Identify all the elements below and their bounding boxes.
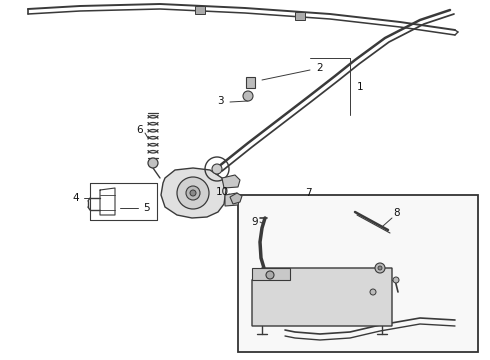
Polygon shape xyxy=(222,175,240,188)
Circle shape xyxy=(378,266,382,270)
Circle shape xyxy=(177,177,209,209)
Polygon shape xyxy=(230,193,242,204)
Polygon shape xyxy=(252,268,392,326)
Circle shape xyxy=(186,186,200,200)
Bar xyxy=(246,77,255,88)
Polygon shape xyxy=(225,193,240,206)
Text: 7: 7 xyxy=(305,188,311,198)
Circle shape xyxy=(148,158,158,168)
Bar xyxy=(238,195,478,352)
Text: 10: 10 xyxy=(216,187,228,197)
Text: 1: 1 xyxy=(357,82,363,92)
Text: 6: 6 xyxy=(137,125,143,135)
Circle shape xyxy=(393,277,399,283)
Text: 5: 5 xyxy=(143,203,149,213)
Circle shape xyxy=(243,91,253,101)
Circle shape xyxy=(266,271,274,279)
Circle shape xyxy=(212,164,222,174)
Polygon shape xyxy=(252,268,290,280)
Circle shape xyxy=(190,190,196,196)
Text: 2: 2 xyxy=(317,63,323,73)
Polygon shape xyxy=(161,168,226,218)
Text: 9: 9 xyxy=(252,217,258,227)
Text: 4: 4 xyxy=(73,193,79,203)
Polygon shape xyxy=(195,6,205,14)
Circle shape xyxy=(375,263,385,273)
Text: 3: 3 xyxy=(217,96,223,106)
Polygon shape xyxy=(295,12,305,20)
Circle shape xyxy=(370,289,376,295)
Text: 8: 8 xyxy=(393,208,400,218)
